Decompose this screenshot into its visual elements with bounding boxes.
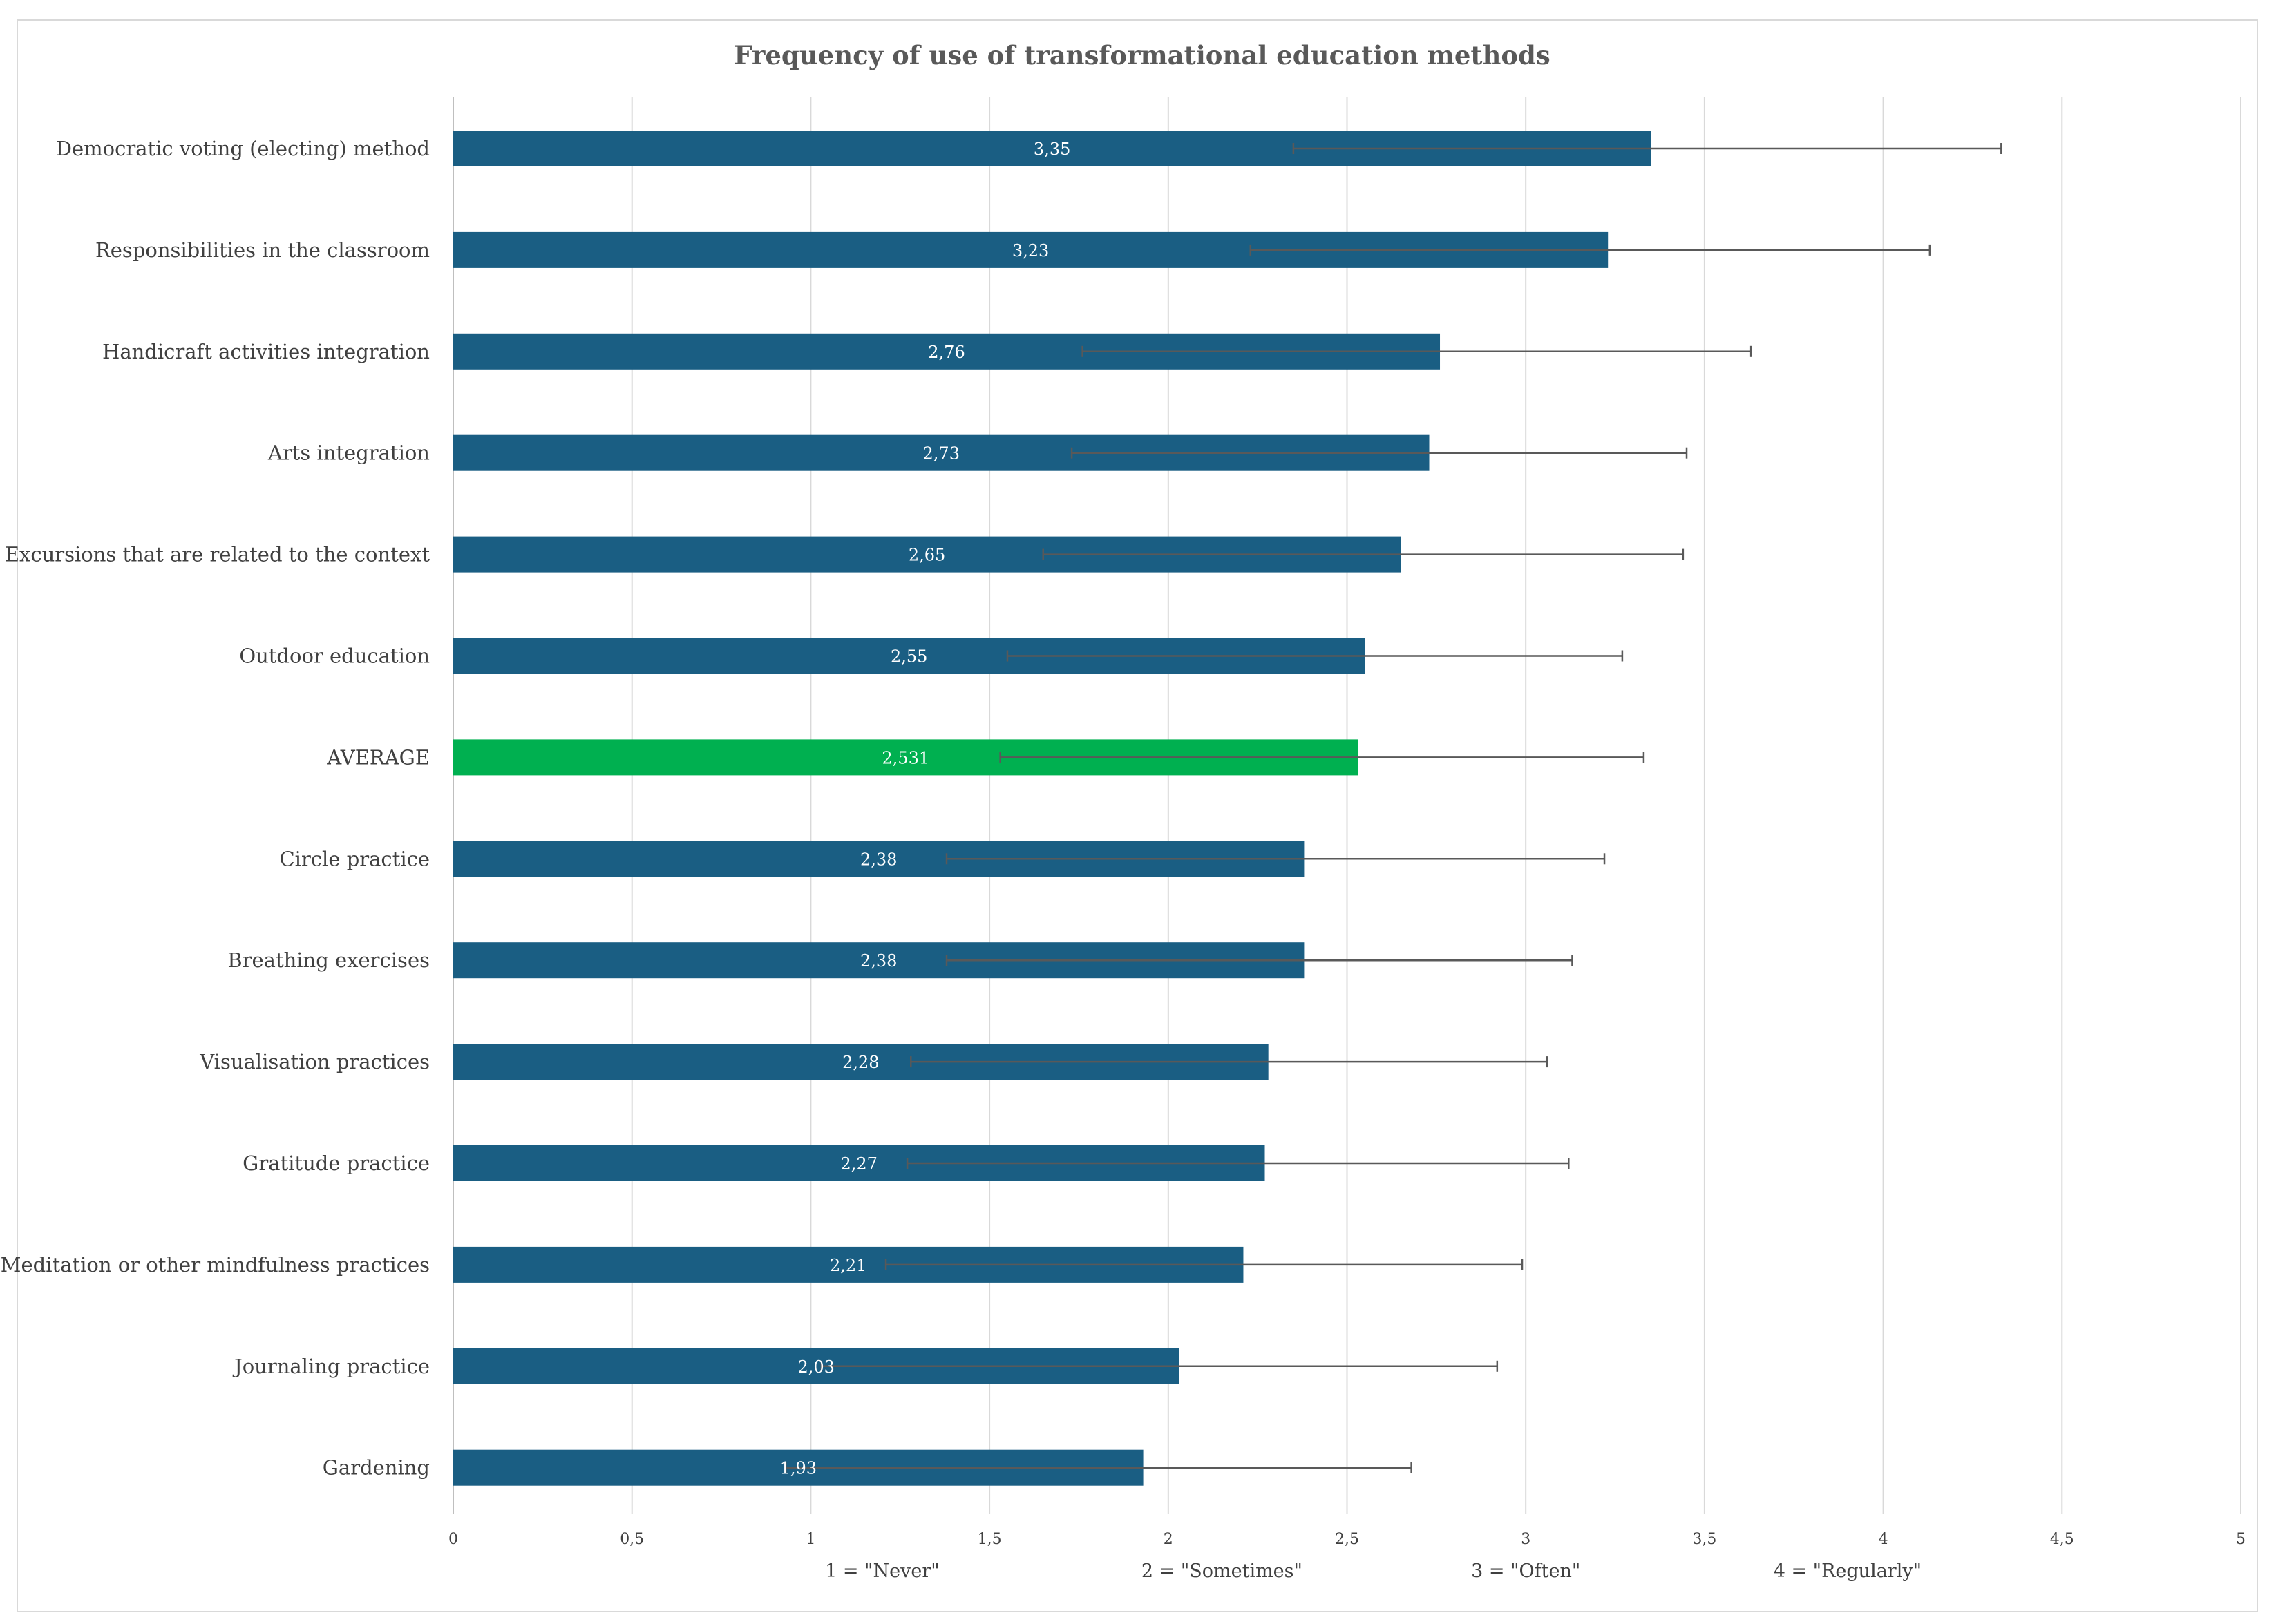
- category-label: Responsibilities in the classroom: [95, 238, 430, 262]
- scale-legend: 1 = "Never" 2 = "Sometimes" 3 = "Often" 4 =…: [825, 1560, 1922, 1582]
- category-label: Circle practice: [279, 847, 430, 870]
- error-bar: [945, 955, 1573, 966]
- data-labels: 3,35 3,23 2,76 2,73 2,65 2,55 2,531 2,38 2,38 2,2…: [780, 140, 1071, 1478]
- scale-legend-item: 3 = "Often": [1471, 1560, 1580, 1582]
- data-label: 2,531: [882, 748, 929, 767]
- data-label: 2,03: [797, 1357, 834, 1377]
- data-label: 2,55: [891, 647, 927, 667]
- x-tick-label: 0: [448, 1531, 458, 1548]
- category-label: Gratitude practice: [243, 1152, 430, 1175]
- error-bar: [906, 1158, 1570, 1169]
- scale-legend-item: 4 = "Regularly": [1774, 1560, 1922, 1582]
- bars: [453, 131, 1651, 1486]
- category-label: Arts integration: [267, 441, 430, 465]
- x-tick-label: 5: [2236, 1531, 2246, 1548]
- x-tick-label: 1,5: [978, 1531, 1002, 1548]
- category-label: AVERAGE: [326, 745, 430, 769]
- data-label: 2,65: [909, 546, 945, 565]
- x-tick-label: 3: [1521, 1531, 1530, 1548]
- category-label: Journaling practice: [232, 1355, 430, 1378]
- category-label: Democratic voting (electing) method: [56, 137, 430, 160]
- error-bar: [1006, 650, 1624, 662]
- x-tick-labels: 0 0,5 1 1,5 2 2,5 3 3,5 4 4,5 5: [448, 1531, 2246, 1548]
- x-tick-label: 4,5: [2050, 1531, 2074, 1548]
- error-bar: [820, 1360, 1499, 1372]
- x-tick-label: 2,5: [1335, 1531, 1359, 1548]
- x-tick-label: 0,5: [620, 1531, 644, 1548]
- data-label: 2,21: [830, 1256, 866, 1275]
- error-bar: [784, 1462, 1412, 1473]
- x-tick-label: 2: [1164, 1531, 1173, 1548]
- x-tick-label: 3,5: [1692, 1531, 1716, 1548]
- error-bar: [1292, 143, 2002, 154]
- category-labels: Democratic voting (electing) method Respo…: [1, 137, 430, 1480]
- error-bar: [884, 1259, 1524, 1270]
- category-label: Outdoor education: [239, 644, 430, 668]
- scale-legend-item: 2 = "Sometimes": [1141, 1560, 1302, 1582]
- category-label: Gardening: [323, 1456, 430, 1480]
- data-label: 2,27: [841, 1154, 878, 1174]
- data-label: 1,93: [780, 1459, 817, 1478]
- x-tick-label: 1: [806, 1531, 815, 1548]
- data-label: 3,35: [1034, 140, 1070, 159]
- error-bars: [784, 143, 2002, 1473]
- category-label: Handicraft activities integration: [102, 340, 430, 363]
- data-label: 2,28: [842, 1053, 879, 1072]
- error-bar: [1249, 244, 1931, 256]
- gridlines: [453, 97, 2241, 1514]
- data-label: 2,38: [860, 850, 897, 869]
- x-tick-label: 4: [1879, 1531, 1888, 1548]
- category-label: Visualisation practices: [199, 1050, 430, 1073]
- error-bar: [1070, 447, 1688, 459]
- error-bar: [1081, 345, 1752, 357]
- chart-frame: [17, 19, 2258, 1612]
- chart-title: Frequency of use of transformational edu…: [734, 40, 1550, 70]
- data-label: 2,73: [923, 444, 960, 464]
- error-bar: [945, 853, 1606, 865]
- data-label: 3,23: [1012, 241, 1049, 260]
- data-label: 2,38: [860, 951, 897, 971]
- category-label: Meditation or other mindfulness practice…: [1, 1253, 430, 1277]
- error-bar: [999, 752, 1645, 763]
- scale-legend-item: 1 = "Never": [825, 1560, 940, 1582]
- category-label: Excursions that are related to the conte…: [5, 543, 430, 566]
- error-bar: [910, 1056, 1548, 1068]
- data-label: 2,76: [928, 343, 965, 362]
- category-label: Breathing exercises: [227, 948, 430, 972]
- error-bar: [1042, 548, 1685, 560]
